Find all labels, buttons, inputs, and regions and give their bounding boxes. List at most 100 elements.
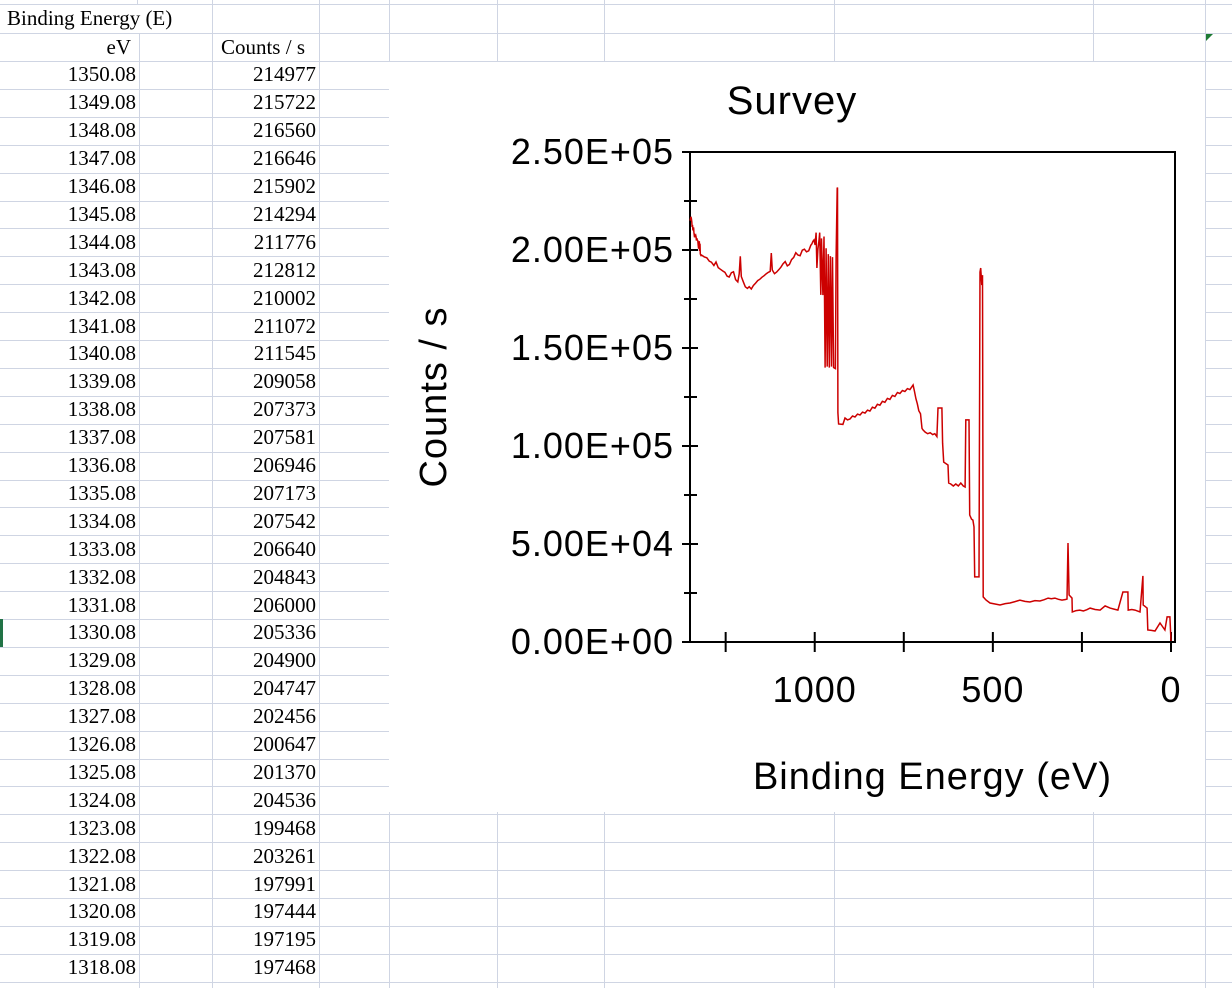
cell-binding-energy[interactable]: 1322.08 — [67, 843, 136, 868]
cell-counts[interactable]: 199468 — [253, 815, 316, 840]
y-tick-label: 2.00E+05 — [511, 229, 674, 270]
cell-counts[interactable]: 211072 — [253, 313, 316, 338]
cell-counts[interactable]: 197444 — [253, 899, 316, 924]
cell-counts[interactable]: 215902 — [253, 174, 316, 199]
cell-counts[interactable]: 214294 — [253, 201, 316, 226]
gridline-h — [0, 981, 1232, 983]
cell-binding-energy[interactable]: 1318.08 — [67, 955, 136, 980]
cell-counts[interactable]: 202456 — [253, 704, 316, 729]
cell-binding-energy[interactable]: 1336.08 — [67, 453, 136, 478]
selection-edge-marker — [0, 619, 3, 647]
y-tick-label: 1.50E+05 — [511, 327, 674, 368]
cell-binding-energy[interactable]: 1340.08 — [67, 341, 136, 366]
cell-binding-energy[interactable]: 1341.08 — [67, 313, 136, 338]
cell-counts[interactable]: 206946 — [253, 453, 316, 478]
gridline-h — [0, 842, 1232, 844]
cell-counts[interactable]: 204536 — [253, 787, 316, 812]
gridline-v — [212, 0, 213, 988]
y-tick-label: 2.50E+05 — [511, 131, 674, 172]
cell-binding-energy[interactable]: 1333.08 — [67, 536, 136, 561]
cell-binding-energy[interactable]: 1321.08 — [67, 871, 136, 896]
cell-binding-energy[interactable]: 1345.08 — [67, 201, 136, 226]
cell-binding-energy[interactable]: 1339.08 — [67, 369, 136, 394]
cell-counts[interactable]: 211545 — [253, 341, 316, 366]
cell-c2-header-counts[interactable]: Counts / s — [220, 34, 305, 59]
gridline-v — [139, 33, 140, 988]
cell-error-flag-icon — [1206, 34, 1213, 41]
cell-binding-energy[interactable]: 1334.08 — [67, 508, 136, 533]
cell-a1-title[interactable]: Binding Energy (E) — [7, 6, 173, 30]
cell-binding-energy[interactable]: 1331.08 — [67, 592, 136, 617]
gridline-h — [0, 4, 1232, 5]
cell-binding-energy[interactable]: 1338.08 — [67, 397, 136, 422]
cell-counts[interactable]: 197195 — [253, 927, 316, 952]
cell-counts[interactable]: 204843 — [253, 564, 316, 589]
x-tick-label: 500 — [961, 669, 1024, 710]
cell-binding-energy[interactable]: 1349.08 — [67, 90, 136, 115]
cell-binding-energy[interactable]: 1347.08 — [67, 146, 136, 171]
gridline-v — [319, 0, 320, 988]
gridline-h — [0, 953, 1232, 955]
cell-counts[interactable]: 200647 — [253, 732, 316, 757]
gridline-h — [0, 61, 1232, 62]
gridline-h — [0, 898, 1232, 899]
gridline-v — [1205, 0, 1206, 988]
cell-counts[interactable]: 210002 — [253, 285, 316, 310]
cell-binding-energy[interactable]: 1325.08 — [67, 759, 136, 784]
cell-counts[interactable]: 197991 — [253, 871, 316, 896]
cell-binding-energy[interactable]: 1344.08 — [67, 229, 136, 254]
gridline-h — [0, 33, 1232, 34]
gridline-h — [0, 870, 1232, 872]
cell-counts[interactable]: 215722 — [253, 90, 316, 115]
x-tick-label: 0 — [1160, 669, 1181, 710]
y-axis-title: Counts / s — [413, 306, 455, 487]
cell-counts[interactable]: 204747 — [253, 676, 316, 701]
cell-binding-energy[interactable]: 1319.08 — [67, 927, 136, 952]
cell-binding-energy[interactable]: 1348.08 — [67, 118, 136, 143]
cell-counts[interactable]: 206000 — [253, 592, 316, 617]
cell-counts[interactable]: 211776 — [253, 229, 316, 254]
plot-border — [689, 151, 1176, 643]
y-tick-label: 1.00E+05 — [511, 425, 674, 466]
y-tick-label: 5.00E+04 — [511, 523, 674, 564]
cell-counts[interactable]: 204900 — [253, 648, 316, 673]
cell-binding-energy[interactable]: 1330.08 — [67, 620, 136, 645]
cell-counts[interactable]: 212812 — [253, 257, 316, 282]
y-tick-label: 0.00E+00 — [511, 621, 674, 662]
cell-binding-energy[interactable]: 1343.08 — [67, 257, 136, 282]
cell-counts[interactable]: 214977 — [253, 62, 316, 87]
cell-binding-energy[interactable]: 1329.08 — [67, 648, 136, 673]
cell-counts[interactable]: 206640 — [253, 536, 316, 561]
cell-counts[interactable]: 207581 — [253, 425, 316, 450]
cell-counts[interactable]: 216646 — [253, 146, 316, 171]
cell-binding-energy[interactable]: 1326.08 — [67, 732, 136, 757]
cell-binding-energy[interactable]: 1346.08 — [67, 174, 136, 199]
cell-counts[interactable]: 203261 — [253, 843, 316, 868]
cell-counts[interactable]: 209058 — [253, 369, 316, 394]
cell-binding-energy[interactable]: 1335.08 — [67, 480, 136, 505]
cell-binding-energy[interactable]: 1342.08 — [67, 285, 136, 310]
cell-binding-energy[interactable]: 1332.08 — [67, 564, 136, 589]
survey-chart[interactable]: 2.50E+05 2.00E+05 1.50E+05 1.00E+05 5.00E+04… — [389, 62, 1205, 812]
survey-series-line — [689, 187, 1172, 642]
gridline-h — [0, 925, 1232, 927]
chart-title: Survey — [727, 79, 858, 123]
cell-counts[interactable]: 197468 — [253, 955, 316, 980]
cell-binding-energy[interactable]: 1324.08 — [67, 787, 136, 812]
cell-binding-energy[interactable]: 1337.08 — [67, 425, 136, 450]
cell-binding-energy[interactable]: 1350.08 — [67, 62, 136, 87]
cell-binding-energy[interactable]: 1327.08 — [67, 704, 136, 729]
gridline-h — [0, 814, 1232, 816]
cell-counts[interactable]: 216560 — [253, 118, 316, 143]
cell-counts[interactable]: 201370 — [253, 759, 316, 784]
chart-canvas: 2.50E+05 2.00E+05 1.50E+05 1.00E+05 5.00E+04… — [413, 79, 1181, 798]
cell-binding-energy[interactable]: 1323.08 — [67, 815, 136, 840]
cell-binding-energy[interactable]: 1320.08 — [67, 899, 136, 924]
cell-counts[interactable]: 207542 — [253, 508, 316, 533]
cell-counts[interactable]: 207173 — [253, 480, 316, 505]
cell-a2-header-ev[interactable]: eV — [106, 34, 132, 59]
cell-counts[interactable]: 207373 — [253, 397, 316, 422]
cell-counts[interactable]: 205336 — [253, 620, 316, 645]
cell-binding-energy[interactable]: 1328.08 — [67, 676, 136, 701]
